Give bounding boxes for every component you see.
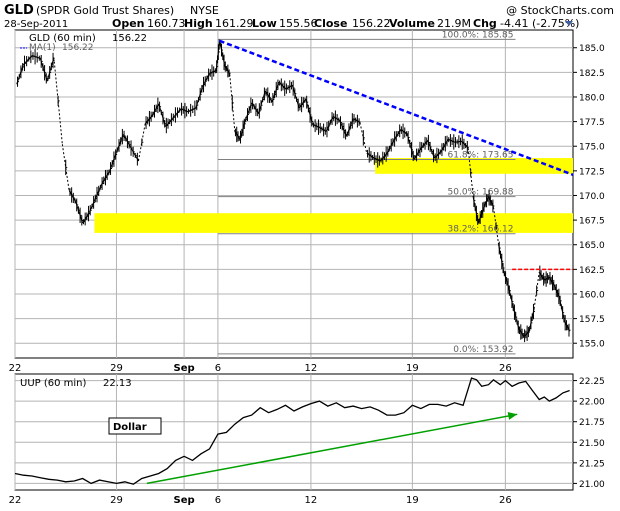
- dollar-trend-arrow: [146, 413, 518, 485]
- date-tick-label: Sep: [174, 363, 195, 374]
- date-tick-label: 12: [305, 495, 318, 506]
- date-tick-label: 22: [9, 363, 22, 374]
- annotation-lines: [219, 39, 574, 271]
- low-value: 155.56: [279, 17, 318, 30]
- downtrend-line: [219, 39, 574, 176]
- lower-legend-label: UUP (60 min): [20, 378, 87, 389]
- date-tick-label: 29: [110, 495, 123, 506]
- chg-value: -4.41 (-2.75%): [500, 17, 579, 30]
- date-tick-label: 6: [215, 363, 221, 374]
- ma-legend-value: 156.22: [62, 43, 94, 53]
- price-panel-frame: [14, 29, 574, 359]
- dollar-x-axis: 22 29 Sep 6 12 19 26: [9, 495, 512, 506]
- highlight-zone: [375, 158, 573, 174]
- dollar-tick-label: 21.25: [579, 459, 605, 469]
- symbol-name: (SPDR Gold Trust Shares): [36, 4, 174, 17]
- price-tick-label: 167.5: [579, 217, 605, 227]
- open-label: Open: [112, 17, 145, 30]
- dollar-y-axis: 21.00 21.25 21.50 21.75 22.00 22.25: [573, 377, 605, 490]
- dollar-tick-label: 21.75: [579, 418, 605, 428]
- price-segment: [53, 57, 63, 145]
- fib-label: 61.8%: 173.65: [448, 151, 514, 161]
- date-tick-label: 12: [305, 363, 318, 374]
- price-tick-label: 177.5: [579, 118, 605, 128]
- date-tick-label: 26: [499, 363, 512, 374]
- fib-label: 100.0%: 185.85: [442, 30, 514, 40]
- low-label: Low: [252, 17, 277, 30]
- volume-label: Volume: [389, 17, 435, 30]
- close-value: 156.22: [352, 17, 391, 30]
- fib-label: 50.0%: 169.88: [448, 188, 514, 198]
- price-tick-label: 157.5: [579, 315, 605, 325]
- date-tick-label: 29: [110, 363, 123, 374]
- price-y-axis: 155.0 157.5 160.0 162.5 165.0 167.5 170.0 172.5…: [573, 44, 605, 350]
- fib-label: 38.2%: 166.12: [448, 225, 514, 235]
- price-tick-label: 155.0: [579, 340, 605, 350]
- highlight-zone: [94, 213, 574, 233]
- price-tick-label: 172.5: [579, 167, 605, 177]
- date-label: 28-Sep-2011: [4, 19, 68, 30]
- high-label: High: [184, 17, 213, 30]
- dollar-annotation-box: [108, 417, 162, 435]
- dollar-tick-label: 21.50: [579, 439, 605, 449]
- price-tick-label: 165.0: [579, 241, 605, 251]
- dollar-tick-label: 22.00: [579, 398, 605, 408]
- price-series: [16, 39, 571, 343]
- main-legend-value: 156.22: [112, 33, 147, 44]
- date-tick-label: 6: [215, 495, 221, 506]
- fib-retracement-lines: 100.0%: 185.85 61.8%: 173.65 50.0%: 169.88…: [217, 30, 516, 355]
- fib-label: 0.0%: 153.92: [453, 345, 513, 355]
- price-grid: [14, 30, 573, 358]
- exchange-label: NYSE: [190, 4, 219, 17]
- price-tick-label: 185.0: [579, 44, 605, 54]
- arrowhead-icon: [507, 412, 518, 420]
- dollar-tick-label: 22.25: [579, 377, 605, 387]
- dollar-panel-frame: [14, 373, 574, 491]
- date-tick-label: Sep: [174, 495, 195, 506]
- main-legend-label: GLD (60 min): [29, 33, 96, 44]
- lower-legend-value: 22.13: [103, 378, 132, 389]
- price-x-axis: 22 29 Sep 6 12 19 26: [9, 363, 512, 374]
- price-tick-label: 180.0: [579, 93, 605, 103]
- date-tick-label: 22: [9, 495, 22, 506]
- symbol-label: GLD: [4, 3, 34, 18]
- date-tick-label: 19: [406, 363, 419, 374]
- volume-value: 21.9M: [437, 17, 471, 30]
- dollar-tick-label: 21.00: [579, 480, 605, 490]
- price-tick-label: 160.0: [579, 290, 605, 300]
- highlight-zones: [94, 158, 574, 233]
- date-tick-label: 26: [499, 495, 512, 506]
- dollar-line: [14, 377, 570, 485]
- date-tick-label: 19: [406, 495, 419, 506]
- ma-legend-label: MA(1): [29, 43, 56, 53]
- copyright-label: @ StockCharts.com: [506, 4, 614, 17]
- price-tick-label: 182.5: [579, 69, 605, 79]
- price-tick-label: 162.5: [579, 266, 605, 276]
- price-tick-label: 175.0: [579, 143, 605, 153]
- price-segment: [359, 122, 368, 154]
- price-tick-label: 170.0: [579, 192, 605, 202]
- dollar-grid: [14, 374, 573, 490]
- dropdown-arrow-icon[interactable]: [565, 21, 573, 26]
- dollar-series: [14, 377, 570, 485]
- dollar-annotations: [146, 412, 518, 485]
- dollar-annotation-label: Dollar: [113, 422, 147, 433]
- close-label: Close: [314, 17, 347, 30]
- chg-label: Chg: [473, 17, 497, 30]
- open-value: 160.73: [147, 17, 186, 30]
- high-value: 161.29: [215, 17, 254, 30]
